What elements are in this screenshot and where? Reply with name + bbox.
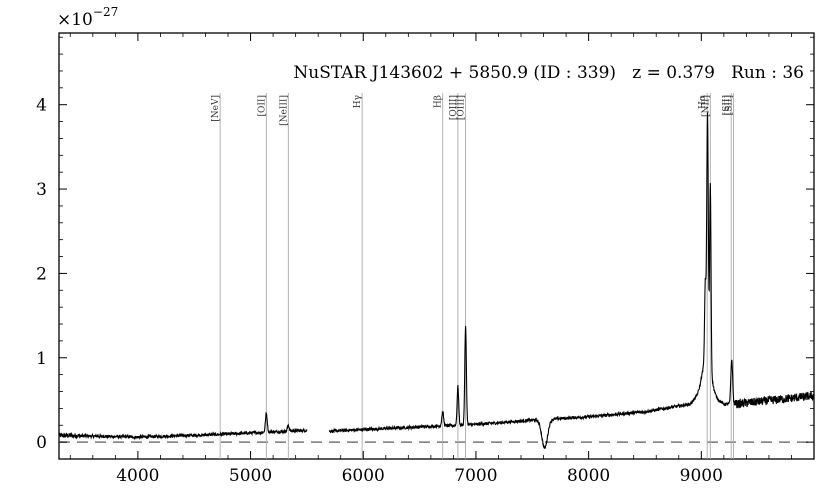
- y-tick-label: 0: [36, 433, 47, 453]
- spectrum-red-segment: [328, 112, 815, 449]
- emission-line-label: [NeIII]: [279, 95, 289, 126]
- emission-line-label: [NeV]: [211, 95, 221, 122]
- y-tick-label: 3: [36, 180, 47, 200]
- y-multiplier-exponent: −27: [93, 5, 118, 19]
- emission-line-label: [SII]: [722, 95, 732, 115]
- emission-line-label: [NII]: [701, 95, 711, 117]
- plot-frame: [58, 32, 815, 460]
- x-tick-label: 5000: [229, 466, 272, 486]
- y-multiplier-base: ×10: [57, 10, 93, 30]
- emission-line-label: Hα: [698, 95, 708, 109]
- emission-lines: [NeV] [OII] [NeIII] Hγ Hβ [OIII][OIII] Hα[NII]…: [211, 93, 734, 459]
- emission-line-label: [OII]: [257, 95, 267, 117]
- x-tick-label: 6000: [342, 466, 385, 486]
- x-tick-label: 4000: [116, 466, 159, 486]
- x-tick-label: 9000: [680, 466, 723, 486]
- y-axis-ticks: 0 1 2 3 4: [36, 36, 814, 460]
- y-tick-label: 4: [36, 96, 47, 116]
- emission-line-label: [OIII]: [457, 95, 467, 120]
- emission-line-label: Hγ: [353, 95, 363, 108]
- x-axis-ticks: 4000 5000 6000 7000 8000 9000: [69, 33, 792, 486]
- spectrum-series: [58, 112, 815, 449]
- emission-line-label: Hβ: [434, 95, 444, 108]
- emission-line-label: [OIII]: [449, 95, 459, 120]
- emission-line-label: [SII]: [724, 95, 734, 115]
- y-tick-label: 1: [36, 349, 47, 369]
- y-multiplier: ×10−27: [57, 5, 118, 30]
- x-tick-label: 7000: [454, 466, 497, 486]
- x-tick-label: 8000: [567, 466, 610, 486]
- spectrum-blue-segment: [58, 411, 308, 441]
- y-tick-label: 2: [36, 264, 47, 284]
- chart-title: NuSTAR J143602 + 5850.9 (ID : 339) z = 0…: [293, 63, 804, 83]
